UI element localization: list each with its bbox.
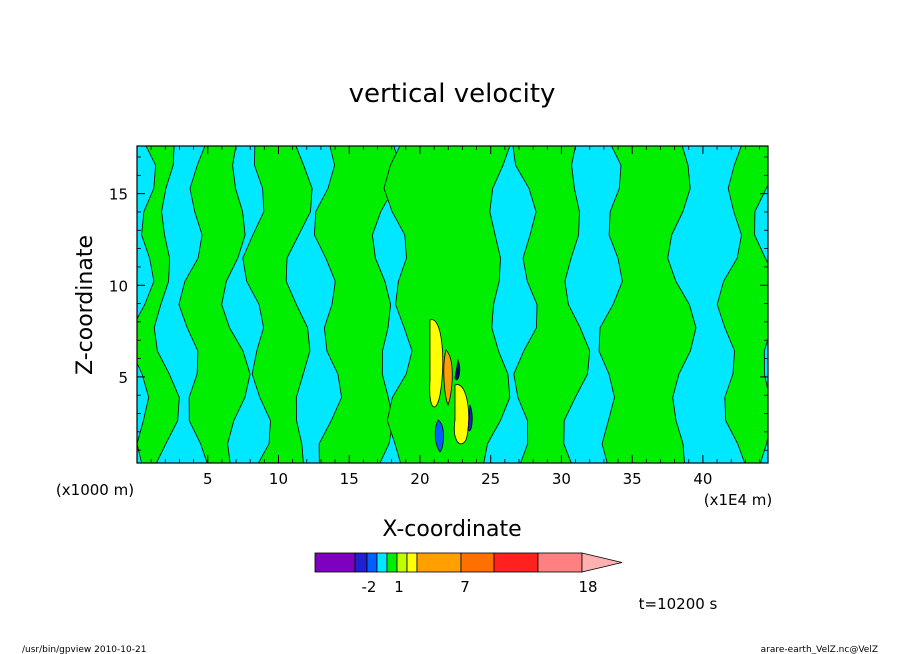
x-axis-label: X-coordinate xyxy=(382,517,521,542)
colorbar-segment xyxy=(396,552,408,573)
chart-title: vertical velocity xyxy=(349,79,556,109)
updraft-band xyxy=(137,146,180,463)
plot-frame xyxy=(136,145,769,464)
updraft-band xyxy=(716,146,768,463)
y-axis-label: Z-coordinate xyxy=(73,235,98,375)
x-tick-label: 40 xyxy=(693,470,712,488)
updraft-regions xyxy=(137,146,768,463)
x-unit-right: (x1E4 m) xyxy=(704,491,773,509)
colorbar: -2 1 7 18 xyxy=(314,552,623,596)
colorbar-segment xyxy=(386,552,398,573)
updraft-band xyxy=(598,146,697,463)
colorbar-segment xyxy=(314,552,356,573)
colorbar-segment xyxy=(406,552,418,573)
colorbar-segment xyxy=(537,552,583,573)
updraft-band xyxy=(512,146,591,463)
colorbar-label: 7 xyxy=(460,578,470,596)
time-label: t=10200 s xyxy=(639,595,718,613)
y-tick-label: 10 xyxy=(109,277,128,295)
x-tick-label: 30 xyxy=(552,470,571,488)
colorbar-label: 1 xyxy=(394,578,404,596)
x-tick-label: 5 xyxy=(203,470,213,488)
footer-left: /usr/bin/gpview 2010-10-21 xyxy=(22,645,146,654)
x-tick-label: 20 xyxy=(410,470,429,488)
x-axis-ticks: 5 10 15 20 25 30 35 40 xyxy=(150,146,760,488)
colorbar-label: 18 xyxy=(578,578,597,596)
x-unit-left: (x1000 m) xyxy=(56,481,134,499)
y-tick-label: 5 xyxy=(118,369,128,387)
updraft-band xyxy=(242,146,313,463)
updraft-band xyxy=(178,146,251,463)
strong-updraft-core xyxy=(429,319,473,453)
colorbar-segment xyxy=(354,552,368,573)
y-axis-ticks: 5 10 15 xyxy=(109,156,768,451)
x-tick-label: 10 xyxy=(269,470,288,488)
y-tick-label: 15 xyxy=(109,186,128,204)
colorbar-segment xyxy=(366,552,378,573)
x-tick-label: 35 xyxy=(623,470,642,488)
footer-right: arare-earth_VelZ.nc@VelZ xyxy=(761,645,878,654)
colorbar-arrow xyxy=(581,552,623,573)
colorbar-segment xyxy=(493,552,539,573)
colorbar-label: -2 xyxy=(362,578,377,596)
updraft-band xyxy=(313,146,401,463)
plot-area: 5 10 15 20 25 30 35 40 5 10 15 xyxy=(109,145,769,488)
x-tick-label: 15 xyxy=(340,470,359,488)
colorbar-segment xyxy=(416,552,462,573)
colorbar-segment xyxy=(376,552,388,573)
updraft-band xyxy=(383,146,511,463)
x-tick-label: 25 xyxy=(481,470,500,488)
colorbar-segment xyxy=(460,552,495,573)
